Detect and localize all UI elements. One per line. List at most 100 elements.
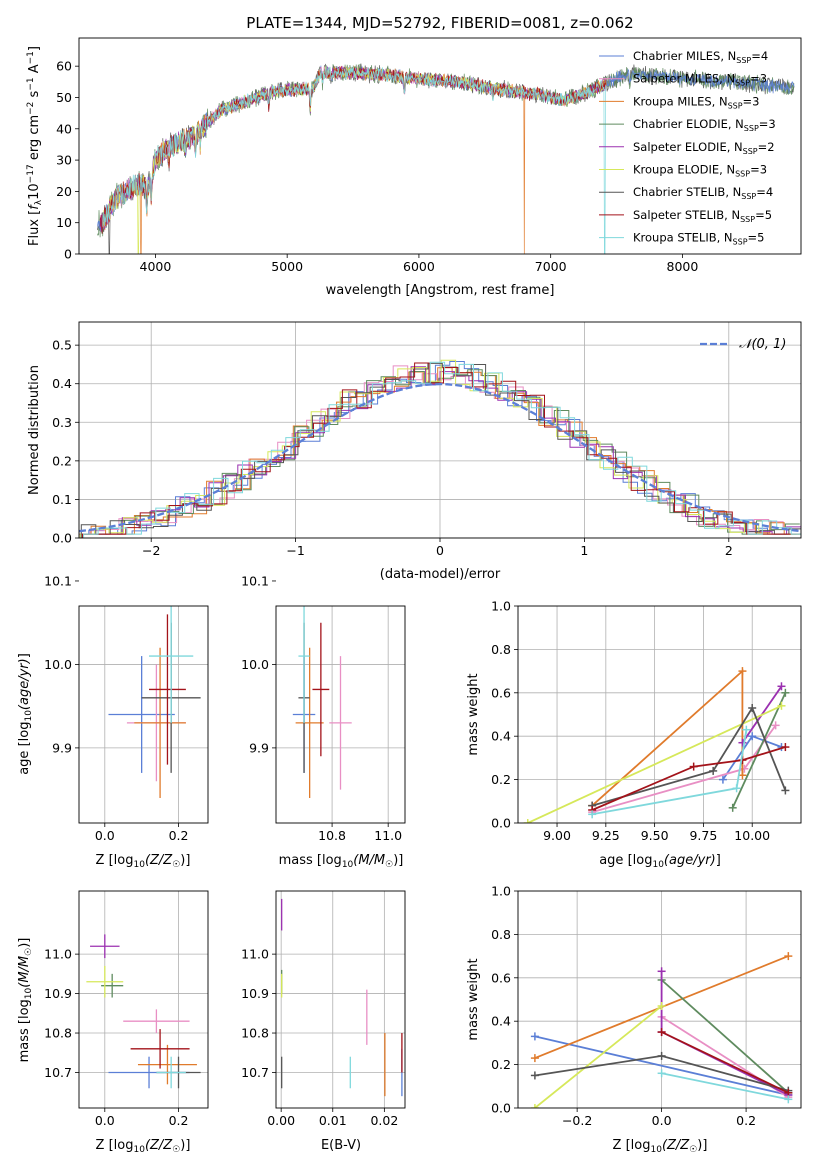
weight-line-2 (591, 669, 744, 807)
x-tick-label: 0.2 (169, 828, 189, 843)
x-tick-label: 0 (436, 543, 444, 558)
y-axis-label: mass weight (466, 673, 481, 755)
label-part: (M/M (17, 956, 32, 988)
y-tick-label: 40 (56, 121, 72, 136)
errorbar-point-7 (130, 1029, 190, 1069)
y-tick-label: 10.9 (241, 986, 269, 1001)
x-tick-label: 0.2 (736, 1113, 756, 1128)
legend-nssp-sub: SSP (741, 192, 756, 201)
label-part: ] (716, 853, 721, 868)
label-part: age [log (17, 722, 32, 775)
weight-marker (732, 784, 741, 793)
y-tick-label: 0.8 (491, 927, 511, 942)
label-part: (age/yr) (17, 658, 32, 710)
weight-marker (530, 1071, 539, 1080)
label-part: age [log (599, 853, 652, 868)
legend-name: Kroupa ELODIE (633, 163, 719, 177)
axes-frame (517, 605, 802, 824)
axes-frame (275, 605, 406, 824)
x-tick-label: 11.0 (374, 828, 402, 843)
weight-marker (784, 952, 793, 961)
errorbar-point-8 (298, 606, 310, 723)
errorbar-point-5 (86, 548, 123, 581)
x-tick-label: 0.02 (370, 1113, 398, 1128)
y-tick-label: 10.8 (241, 1026, 269, 1041)
x-axis-label: Z [log10(Z/Z☉)] (613, 1138, 708, 1155)
legend-name: Salpeter STELIB (633, 208, 724, 222)
legend-nssp: =3 (743, 94, 760, 108)
weight-marker (530, 1032, 539, 1041)
errorbar-point-1 (123, 1009, 190, 1034)
label-part: Z [log (613, 1138, 651, 1153)
label-part: mass [log (279, 853, 342, 868)
weight-marker (738, 771, 747, 780)
panel-5: 0.0 0.210.710.810.911.0Z [log10(Z/Z☉)]mas… (17, 890, 209, 1155)
weight-marker (530, 1104, 539, 1108)
weight-marker (748, 732, 757, 741)
y-axis-label: mass [log10(M/M☉)] (17, 938, 34, 1063)
histogram-series-3 (79, 369, 800, 535)
label-part: )] (180, 853, 190, 868)
legend-name: Chabrier ELODIE (633, 117, 728, 131)
errorbar-point-4 (94, 556, 116, 606)
weight-line-3 (731, 692, 787, 809)
weight-line-6 (591, 706, 787, 807)
label-part: 10 (24, 710, 34, 722)
y-tick-label: 11.0 (241, 947, 269, 962)
panel-0: 4000 5000 6000 7000 8000 0 10 20 30 40 50 60 PLATE=1… (26, 14, 802, 298)
label-part: )] (697, 1138, 707, 1153)
y-tick-label: 30 (56, 153, 72, 168)
axes-frame (78, 890, 209, 1109)
y-tick-label: 9.9 (249, 740, 269, 755)
errorbar-point-7 (312, 622, 330, 757)
plot-area (276, 606, 405, 823)
legend-nssp: =2 (758, 140, 775, 154)
y-tick-label: 10.7 (44, 1065, 72, 1080)
label-part: (M/M (353, 853, 385, 868)
errorbar-point-8 (149, 606, 194, 723)
weight-marker (657, 1051, 666, 1060)
panel-7: −0.2 0.0 0.2 0.0 0.2 0.4 0.6 0.8 1.0 mass weight Z… (466, 884, 802, 1155)
x-tick-label: 9.75 (689, 828, 717, 843)
legend-entry-0: Chabrier MILES, NSSP=4 (633, 49, 768, 65)
y-axis-label: mass weight (466, 958, 481, 1040)
plot-area (276, 891, 405, 1108)
legend-nssp-sub: SSP (740, 215, 755, 224)
weight-line-7 (661, 1031, 789, 1094)
label-part: ☉ (385, 860, 393, 870)
legend-nssp-sub: SSP (743, 147, 758, 156)
y-tick-label: 10.1 (241, 573, 269, 588)
x-tick-label: 0.01 (319, 1113, 347, 1128)
y-tick-label: 0 (64, 247, 72, 262)
y-tick-label: 1.0 (491, 884, 511, 899)
legend: Chabrier MILES, NSSP=4 Salpeter MILES, NS… (599, 49, 776, 247)
y-axis-label: Flux [fλ10−17 erg cm−2 s−1 A−1] (26, 46, 44, 246)
label-part: ☉ (172, 1145, 180, 1155)
y-tick-label: 0.4 (52, 376, 72, 391)
x-tick-label: 7000 (535, 259, 567, 274)
legend-nssp-sub: SSP (728, 101, 743, 110)
errorbar-point-2 (295, 647, 324, 798)
legend-entry-normal: 𝒩(0, 1) (739, 337, 786, 352)
panel-1: −2 −1 0 1 2 0.0 0.1 0.2 0.3 0.4 0.5 𝒩(0, 1) (data-mo… (27, 321, 802, 582)
x-tick-label: 2 (725, 543, 733, 558)
weight-marker (588, 810, 597, 819)
axes-frame (78, 321, 802, 539)
label-part: 10 (342, 860, 354, 870)
x-axis-label: (data-model)/error (380, 567, 501, 582)
y-tick-label: 0.0 (491, 1101, 511, 1116)
histogram-series-5 (79, 359, 801, 538)
x-tick-label: −2 (142, 543, 160, 558)
axes-frame (78, 605, 209, 824)
legend-nssp-sub: SSP (744, 124, 759, 133)
label-part: −1 (26, 77, 36, 90)
x-tick-label: 4000 (140, 259, 172, 274)
legend-name: Chabrier STELIB (633, 185, 725, 199)
y-tick-label: 10 (56, 215, 72, 230)
y-tick-label: 20 (56, 184, 72, 199)
x-axis-label: E(B-V) (321, 1138, 361, 1153)
legend-entry-1: Salpeter MILES, NSSP=3 (633, 72, 767, 88)
weight-marker (748, 703, 757, 712)
x-axis-label: age [log10(age/yr)] (599, 853, 721, 870)
label-part: ☉ (24, 948, 34, 956)
